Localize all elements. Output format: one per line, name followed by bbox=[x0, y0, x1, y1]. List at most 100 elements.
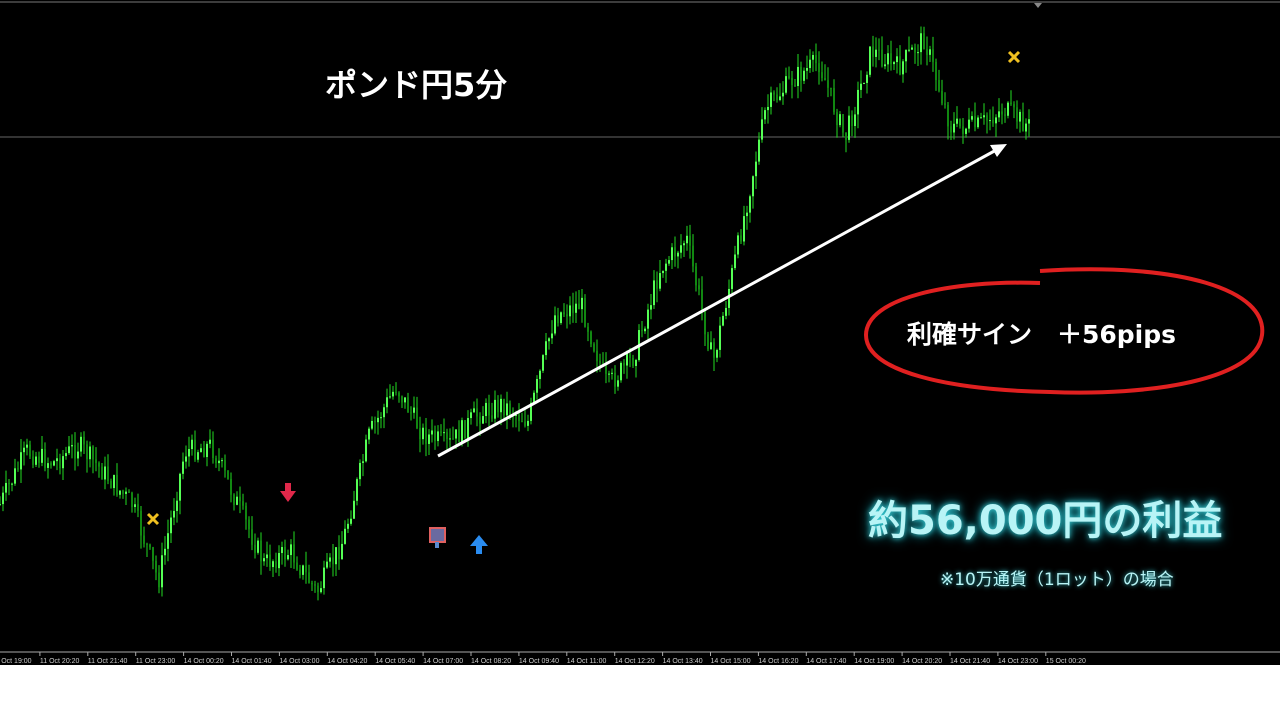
candle-body bbox=[722, 315, 724, 326]
candle-body bbox=[656, 280, 658, 289]
candle-body bbox=[956, 118, 958, 124]
candle-body bbox=[734, 254, 736, 269]
candle-body bbox=[320, 588, 322, 593]
candle-body bbox=[797, 66, 799, 87]
candle-body bbox=[959, 118, 961, 127]
candle-body bbox=[557, 315, 559, 324]
candle-body bbox=[257, 540, 259, 553]
candle-body bbox=[749, 196, 751, 213]
candle-body bbox=[323, 567, 325, 589]
candle-body bbox=[371, 420, 373, 429]
candle-body bbox=[992, 120, 994, 124]
candle-body bbox=[836, 112, 838, 126]
candle-body bbox=[497, 399, 499, 413]
candle-body bbox=[554, 315, 556, 334]
candle-body bbox=[887, 53, 889, 65]
candle-body bbox=[5, 482, 7, 493]
candle-body bbox=[464, 420, 466, 439]
candle-body bbox=[908, 49, 910, 51]
candle-body bbox=[629, 353, 631, 358]
candle-body bbox=[428, 434, 430, 444]
candle-body bbox=[659, 273, 661, 289]
candle-body bbox=[350, 518, 352, 524]
candle-body bbox=[632, 357, 634, 366]
candle-body bbox=[104, 466, 106, 480]
candle-body bbox=[932, 49, 934, 62]
candle-body bbox=[194, 439, 196, 460]
candle-body bbox=[308, 572, 310, 583]
candle-body bbox=[164, 548, 166, 556]
candle-body bbox=[278, 553, 280, 569]
candle-body bbox=[92, 446, 94, 460]
candle-body bbox=[83, 436, 85, 445]
candle-body bbox=[179, 473, 181, 501]
candle-body bbox=[596, 350, 598, 362]
candles bbox=[0, 26, 1030, 601]
candle-body bbox=[368, 428, 370, 440]
candle-body bbox=[359, 462, 361, 480]
candle-body bbox=[782, 92, 784, 97]
candle-body bbox=[1025, 123, 1027, 132]
candle-body bbox=[272, 561, 274, 568]
candle-body bbox=[551, 333, 553, 339]
candle-body bbox=[686, 235, 688, 244]
candle-body bbox=[17, 468, 19, 470]
candle-body bbox=[845, 132, 847, 140]
candle-body bbox=[284, 547, 286, 560]
candle-body bbox=[947, 104, 949, 127]
candle-body bbox=[662, 270, 664, 274]
x-tick-label: 14 Oct 00:20 bbox=[184, 658, 224, 665]
candle-body bbox=[614, 372, 616, 387]
candle-body bbox=[329, 557, 331, 562]
candle-body bbox=[149, 544, 151, 548]
candle-body bbox=[266, 554, 268, 559]
candle-body bbox=[32, 456, 34, 465]
candle-body bbox=[80, 436, 82, 452]
candle-body bbox=[881, 49, 883, 67]
candle-body bbox=[1019, 111, 1021, 122]
candle-body bbox=[536, 379, 538, 393]
candle-body bbox=[473, 408, 475, 413]
candle-body bbox=[527, 420, 529, 426]
candle-body bbox=[707, 334, 709, 350]
candle-body bbox=[230, 478, 232, 495]
candle-body bbox=[74, 445, 76, 459]
candle-body bbox=[200, 448, 202, 453]
take-profit-signal-label: 利確サイン ＋56pips bbox=[907, 320, 1177, 349]
candle-body bbox=[479, 416, 481, 424]
candle-body bbox=[731, 268, 733, 289]
trend-arrow-head-icon bbox=[990, 144, 1007, 157]
x-tick-label: 11 Oct 20:20 bbox=[40, 658, 80, 665]
x-tick-label: 14 Oct 03:00 bbox=[279, 658, 319, 665]
candle-body bbox=[989, 120, 991, 122]
x-tick-label: 14 Oct 11:00 bbox=[567, 658, 607, 665]
exit-marker-x-cross-icon bbox=[1007, 50, 1021, 64]
trend-arrow-line bbox=[437, 147, 999, 458]
candle-body bbox=[578, 303, 580, 310]
candle-body bbox=[593, 344, 595, 351]
candle-body bbox=[485, 402, 487, 417]
candle-body bbox=[0, 504, 1, 506]
candle-body bbox=[767, 106, 769, 111]
candle-body bbox=[287, 555, 289, 560]
candle-body bbox=[434, 430, 436, 442]
candle-body bbox=[647, 309, 649, 329]
candle-body bbox=[44, 448, 46, 468]
candle-body bbox=[608, 373, 610, 375]
candle-body bbox=[176, 500, 178, 511]
x-tick-label: 14 Oct 13:40 bbox=[663, 658, 703, 665]
candle-body bbox=[965, 128, 967, 134]
candle-body bbox=[911, 47, 913, 50]
candle-body bbox=[1022, 111, 1024, 132]
candle-body bbox=[470, 412, 472, 419]
candle-body bbox=[101, 466, 103, 480]
candle-body bbox=[806, 68, 808, 71]
candle-body bbox=[857, 89, 859, 115]
candle-body bbox=[539, 370, 541, 380]
candle-body bbox=[356, 479, 358, 501]
candle-body bbox=[533, 392, 535, 403]
candle-body bbox=[860, 83, 862, 90]
candle-body bbox=[173, 510, 175, 518]
candle-body bbox=[620, 362, 622, 381]
candle-body bbox=[995, 117, 997, 124]
